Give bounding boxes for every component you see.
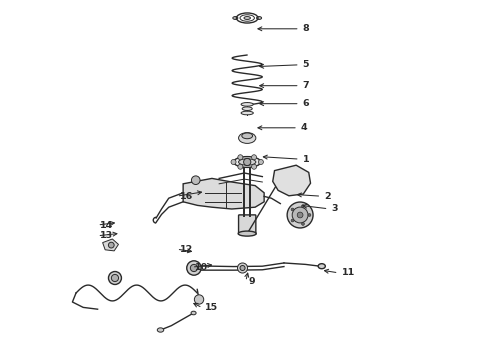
Circle shape bbox=[291, 219, 294, 222]
Text: 13: 13 bbox=[100, 231, 113, 240]
Polygon shape bbox=[102, 239, 119, 251]
Circle shape bbox=[244, 158, 251, 166]
Text: 11: 11 bbox=[342, 269, 355, 277]
Circle shape bbox=[190, 264, 197, 271]
Circle shape bbox=[301, 204, 304, 207]
Text: 12: 12 bbox=[179, 245, 193, 253]
Circle shape bbox=[291, 208, 294, 211]
Ellipse shape bbox=[242, 133, 253, 139]
Text: 10: 10 bbox=[195, 263, 208, 271]
Ellipse shape bbox=[242, 107, 252, 111]
Text: 15: 15 bbox=[205, 303, 219, 312]
Circle shape bbox=[231, 159, 236, 165]
Text: 2: 2 bbox=[324, 192, 331, 201]
Circle shape bbox=[251, 164, 257, 169]
Ellipse shape bbox=[239, 132, 256, 143]
Circle shape bbox=[108, 271, 122, 284]
Circle shape bbox=[195, 295, 204, 304]
Ellipse shape bbox=[191, 311, 196, 315]
Text: 1: 1 bbox=[303, 154, 309, 163]
Ellipse shape bbox=[239, 159, 256, 165]
Ellipse shape bbox=[233, 17, 238, 19]
Text: 8: 8 bbox=[303, 24, 309, 33]
Circle shape bbox=[287, 202, 313, 228]
Circle shape bbox=[258, 159, 264, 165]
Text: 7: 7 bbox=[303, 81, 309, 90]
Polygon shape bbox=[273, 165, 311, 196]
Ellipse shape bbox=[241, 103, 253, 106]
Text: 9: 9 bbox=[248, 277, 255, 286]
Text: 14: 14 bbox=[100, 220, 114, 230]
Ellipse shape bbox=[244, 17, 250, 19]
Ellipse shape bbox=[234, 157, 261, 167]
Circle shape bbox=[238, 164, 243, 169]
Text: 3: 3 bbox=[331, 204, 338, 213]
Ellipse shape bbox=[257, 17, 262, 19]
Circle shape bbox=[297, 212, 303, 218]
Text: 5: 5 bbox=[303, 60, 309, 69]
FancyBboxPatch shape bbox=[239, 215, 256, 234]
Circle shape bbox=[192, 176, 200, 185]
Ellipse shape bbox=[238, 231, 256, 236]
Circle shape bbox=[301, 222, 304, 225]
Ellipse shape bbox=[241, 111, 253, 115]
Circle shape bbox=[308, 213, 311, 216]
Circle shape bbox=[238, 155, 243, 160]
Text: 16: 16 bbox=[179, 192, 193, 201]
Circle shape bbox=[187, 261, 201, 275]
Text: 6: 6 bbox=[303, 99, 309, 108]
Circle shape bbox=[111, 274, 119, 282]
Circle shape bbox=[238, 263, 247, 273]
Circle shape bbox=[292, 207, 308, 223]
Circle shape bbox=[251, 155, 257, 160]
Polygon shape bbox=[183, 179, 264, 209]
Text: 4: 4 bbox=[301, 123, 307, 132]
Circle shape bbox=[240, 265, 245, 270]
Ellipse shape bbox=[157, 328, 164, 332]
Ellipse shape bbox=[318, 264, 325, 269]
Circle shape bbox=[108, 242, 114, 248]
